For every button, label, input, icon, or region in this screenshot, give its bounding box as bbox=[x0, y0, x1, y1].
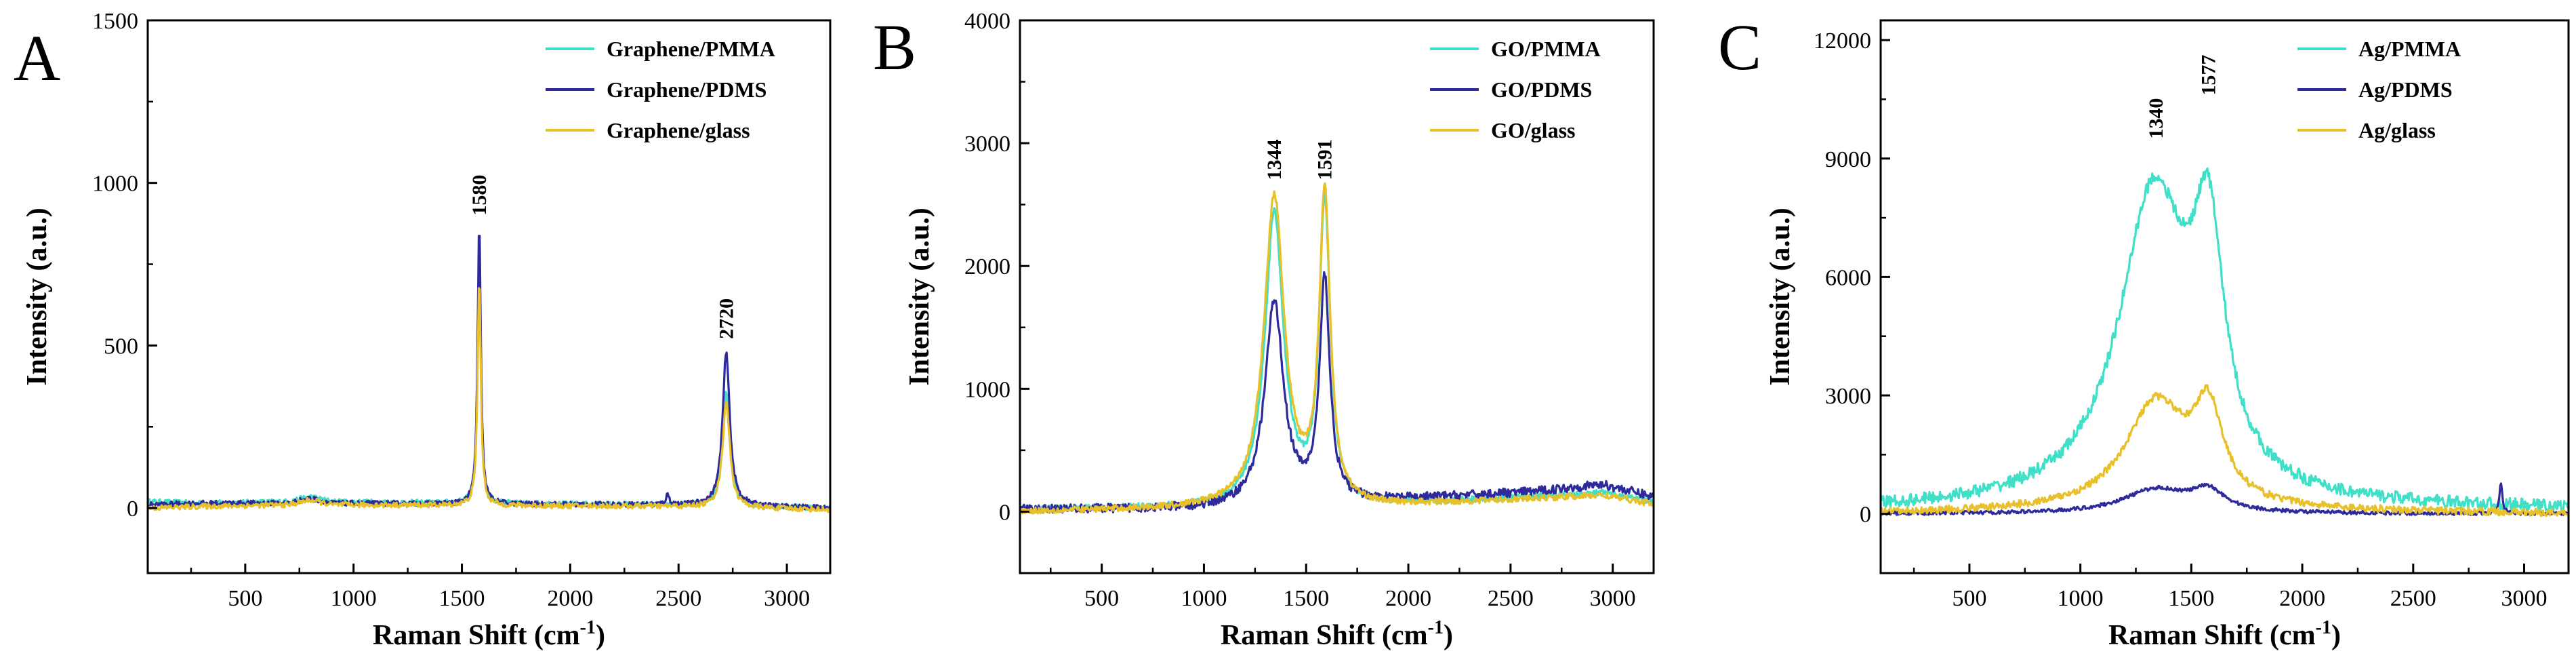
y-tick-label: 12000 bbox=[1814, 28, 1871, 54]
y-tick-label: 1000 bbox=[964, 377, 1010, 402]
x-tick-label: 3000 bbox=[2501, 586, 2548, 611]
x-tick-label: 500 bbox=[1952, 586, 1986, 611]
legend-label: Graphene/PDMS bbox=[607, 77, 766, 102]
panel-c: 500 1000 1500 2000 2500 3000 0 3000 6000 9000 1200… bbox=[1718, 11, 2570, 651]
peak-label: 1591 bbox=[1314, 139, 1336, 180]
legend-label: Ag/PDMS bbox=[2358, 77, 2453, 102]
x-axis-title: Raman Shift (cm-1) bbox=[1221, 617, 1453, 651]
legend-label: GO/PMMA bbox=[1491, 37, 1601, 61]
series-line-go-glass bbox=[1020, 182, 1654, 515]
x-tick-label: 1000 bbox=[1181, 586, 1227, 611]
y-tick-label: 3000 bbox=[1825, 384, 1871, 409]
y-tick-label: 3000 bbox=[964, 132, 1010, 157]
series-line-go-pdms bbox=[1020, 271, 1654, 514]
x-tick-label: 1000 bbox=[331, 586, 377, 611]
peak-label: 2720 bbox=[716, 298, 738, 339]
series-line-ag-pdms bbox=[1881, 482, 2569, 517]
x-axis-title: Raman Shift (cm-1) bbox=[373, 617, 605, 651]
x-tick-label: 2000 bbox=[2279, 586, 2325, 611]
legend-label: GO/PDMS bbox=[1491, 77, 1592, 102]
y-tick-label: 2000 bbox=[964, 254, 1010, 279]
x-tick-label: 500 bbox=[1084, 586, 1119, 611]
x-axis-title: Raman Shift (cm-1) bbox=[2108, 617, 2341, 651]
x-tick-label: 2500 bbox=[655, 586, 701, 611]
legend-label: GO/glass bbox=[1491, 118, 1575, 142]
spectra bbox=[1881, 167, 2569, 517]
y-axis-title: Intensity (a.u.) bbox=[1765, 208, 1796, 386]
y-axis-title: Intensity (a.u.) bbox=[904, 208, 935, 386]
y-tick-label: 1500 bbox=[92, 9, 138, 34]
series-line-go-pmma bbox=[1020, 191, 1654, 513]
x-tick-label: 3000 bbox=[1590, 586, 1636, 611]
panel-letter: C bbox=[1718, 11, 1761, 83]
x-tick-label: 1500 bbox=[1283, 586, 1329, 611]
x-tick-label: 500 bbox=[228, 586, 262, 611]
x-tick-label: 2500 bbox=[2390, 586, 2436, 611]
plot-frame bbox=[1879, 19, 2570, 574]
y-tick-label: 4000 bbox=[964, 9, 1010, 34]
legend-label: Graphene/PMMA bbox=[607, 37, 775, 61]
peak-label: 1577 bbox=[2198, 55, 2220, 96]
series-line-ag-pmma bbox=[1881, 167, 2569, 513]
legend-label: Ag/glass bbox=[2358, 118, 2436, 142]
legend-label: Ag/PMMA bbox=[2358, 37, 2461, 61]
series-line-graphene-pdms bbox=[148, 235, 830, 511]
series-line-graphene-glass bbox=[148, 287, 830, 513]
y-tick-label: 0 bbox=[999, 500, 1010, 525]
y-tick-label: 500 bbox=[104, 334, 138, 359]
panel-letter: B bbox=[873, 11, 916, 83]
y-tick-label: 0 bbox=[1860, 503, 1871, 528]
x-tick-label: 1500 bbox=[439, 586, 485, 611]
x-tick-label: 3000 bbox=[764, 586, 810, 611]
y-axis-title: Intensity (a.u.) bbox=[22, 208, 53, 386]
y-tick-label: 0 bbox=[127, 496, 138, 522]
y-tick-label: 1000 bbox=[92, 172, 138, 197]
y-tick-label: 6000 bbox=[1825, 265, 1871, 290]
panel-b: 500 1000 1500 2000 2500 3000 0 1000 2000 3000 4000… bbox=[873, 9, 1655, 651]
panel-letter: A bbox=[14, 22, 60, 94]
plot-frame bbox=[1019, 19, 1655, 574]
x-tick-label: 2500 bbox=[1488, 586, 1534, 611]
legend-label: Graphene/glass bbox=[607, 118, 750, 142]
peak-label: 1340 bbox=[2145, 98, 2167, 139]
x-tick-label: 2000 bbox=[1385, 586, 1431, 611]
panel-a: 500 1000 1500 2000 2500 3000 0 500 1000 1500 Raman… bbox=[14, 9, 832, 651]
peak-label: 1344 bbox=[1263, 139, 1286, 180]
series-line-ag-glass bbox=[1881, 384, 2569, 517]
plot-frame bbox=[146, 19, 832, 574]
y-tick-label: 9000 bbox=[1825, 147, 1871, 172]
spectra bbox=[148, 235, 830, 513]
x-tick-label: 1500 bbox=[2168, 586, 2214, 611]
peak-label: 1580 bbox=[468, 175, 491, 216]
x-tick-label: 2000 bbox=[547, 586, 593, 611]
spectra bbox=[1020, 182, 1654, 515]
x-tick-label: 1000 bbox=[2058, 586, 2104, 611]
